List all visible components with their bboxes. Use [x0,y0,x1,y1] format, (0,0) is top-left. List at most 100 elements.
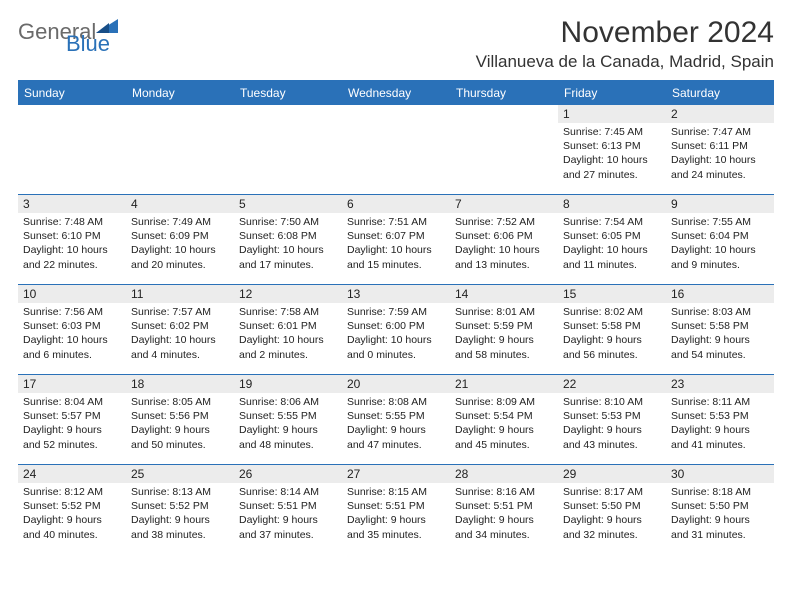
day-number: 8 [558,195,666,213]
calendar-day-cell: 8Sunrise: 7:54 AMSunset: 6:05 PMDaylight… [558,195,666,285]
sunset-text: Sunset: 6:03 PM [23,319,121,333]
logo-text-blue: Blue [66,31,110,56]
daylight-text-2: and 32 minutes. [563,528,661,542]
daylight-text-1: Daylight: 9 hours [23,423,121,437]
day-details: Sunrise: 7:57 AMSunset: 6:02 PMDaylight:… [126,303,234,366]
day-details: Sunrise: 7:52 AMSunset: 6:06 PMDaylight:… [450,213,558,276]
sunrise-text: Sunrise: 7:50 AM [239,215,337,229]
calendar-day-cell: 1Sunrise: 7:45 AMSunset: 6:13 PMDaylight… [558,105,666,195]
daylight-text-2: and 11 minutes. [563,258,661,272]
calendar-body: 1Sunrise: 7:45 AMSunset: 6:13 PMDaylight… [18,105,774,555]
daylight-text-1: Daylight: 10 hours [239,243,337,257]
daylight-text-2: and 17 minutes. [239,258,337,272]
sunrise-text: Sunrise: 7:48 AM [23,215,121,229]
day-number: 24 [18,465,126,483]
day-details: Sunrise: 7:59 AMSunset: 6:00 PMDaylight:… [342,303,450,366]
sunset-text: Sunset: 6:04 PM [671,229,769,243]
calendar-day-cell: 15 Sunrise: 8:02 AMSunset: 5:58 PMDayligh… [558,285,666,375]
sunset-text: Sunset: 5:58 PM [563,319,661,333]
calendar-week-row: 24Sunrise: 8:12 AMSunset: 5:52 PMDayligh… [18,465,774,555]
sunrise-text: Sunrise: 8:09 AM [455,395,553,409]
daylight-text-2: and 4 minutes. [131,348,229,362]
day-details: Sunrise: 8:16 AMSunset: 5:51 PMDaylight:… [450,483,558,546]
calendar-day-cell: 17Sunrise: 8:04 AMSunset: 5:57 PMDayligh… [18,375,126,465]
daylight-text-1: Daylight: 9 hours [563,423,661,437]
day-number: 10 [18,285,126,303]
day-number: 11 [126,285,234,303]
sunset-text: Sunset: 5:50 PM [563,499,661,513]
weekday-header: Wednesday [342,81,450,105]
day-number: 27 [342,465,450,483]
day-number: 19 [234,375,342,393]
calendar-day-cell: 4Sunrise: 7:49 AMSunset: 6:09 PMDaylight… [126,195,234,285]
daylight-text-2: and 56 minutes. [563,348,661,362]
sunrise-text: Sunrise: 8:18 AM [671,485,769,499]
sunset-text: Sunset: 5:59 PM [455,319,553,333]
calendar-day-cell [342,105,450,195]
logo: GeneralBlue [18,16,118,63]
calendar-day-cell: 13Sunrise: 7:59 AMSunset: 6:00 PMDayligh… [342,285,450,375]
day-number: 25 [126,465,234,483]
sunset-text: Sunset: 6:09 PM [131,229,229,243]
daylight-text-2: and 34 minutes. [455,528,553,542]
calendar-day-cell: 26Sunrise: 8:14 AMSunset: 5:51 PMDayligh… [234,465,342,555]
daylight-text-1: Daylight: 9 hours [455,333,553,347]
day-details: Sunrise: 8:11 AMSunset: 5:53 PMDaylight:… [666,393,774,456]
daylight-text-2: and 58 minutes. [455,348,553,362]
sunset-text: Sunset: 5:55 PM [239,409,337,423]
day-number: 23 [666,375,774,393]
sunrise-text: Sunrise: 7:52 AM [455,215,553,229]
calendar-week-row: 17Sunrise: 8:04 AMSunset: 5:57 PMDayligh… [18,375,774,465]
daylight-text-1: Daylight: 9 hours [671,333,769,347]
sunrise-text: Sunrise: 8:08 AM [347,395,445,409]
sunset-text: Sunset: 5:55 PM [347,409,445,423]
weekday-header: Saturday [666,81,774,105]
sunset-text: Sunset: 5:50 PM [671,499,769,513]
day-number: 2 [666,105,774,123]
sunrise-text: Sunrise: 8:06 AM [239,395,337,409]
sunrise-text: Sunrise: 7:54 AM [563,215,661,229]
sunset-text: Sunset: 6:06 PM [455,229,553,243]
calendar-day-cell: 10Sunrise: 7:56 AMSunset: 6:03 PMDayligh… [18,285,126,375]
day-number: 15 [558,285,666,303]
daylight-text-1: Daylight: 10 hours [131,243,229,257]
day-details: Sunrise: 7:47 AMSunset: 6:11 PMDaylight:… [666,123,774,186]
sunrise-text: Sunrise: 7:57 AM [131,305,229,319]
day-number: 17 [18,375,126,393]
daylight-text-1: Daylight: 9 hours [563,333,661,347]
daylight-text-1: Daylight: 10 hours [131,333,229,347]
sunset-text: Sunset: 6:02 PM [131,319,229,333]
daylight-text-1: Daylight: 9 hours [671,513,769,527]
calendar-day-cell: 7Sunrise: 7:52 AMSunset: 6:06 PMDaylight… [450,195,558,285]
calendar-day-cell: 29Sunrise: 8:17 AMSunset: 5:50 PMDayligh… [558,465,666,555]
sunset-text: Sunset: 6:07 PM [347,229,445,243]
sunrise-text: Sunrise: 8:05 AM [131,395,229,409]
sunset-text: Sunset: 5:51 PM [347,499,445,513]
calendar-day-cell: 5Sunrise: 7:50 AMSunset: 6:08 PMDaylight… [234,195,342,285]
daylight-text-2: and 52 minutes. [23,438,121,452]
calendar-day-cell [18,105,126,195]
title-block: November 2024 Villanueva de la Canada, M… [476,16,774,72]
daylight-text-2: and 2 minutes. [239,348,337,362]
sunrise-text: Sunrise: 7:59 AM [347,305,445,319]
day-details: Sunrise: 8:13 AMSunset: 5:52 PMDaylight:… [126,483,234,546]
day-number: 9 [666,195,774,213]
day-details: Sunrise: 8:04 AMSunset: 5:57 PMDaylight:… [18,393,126,456]
day-details: Sunrise: 8:06 AMSunset: 5:55 PMDaylight:… [234,393,342,456]
day-number: 29 [558,465,666,483]
daylight-text-1: Daylight: 10 hours [347,243,445,257]
calendar-day-cell: 16Sunrise: 8:03 AMSunset: 5:58 PMDayligh… [666,285,774,375]
weekday-header: Friday [558,81,666,105]
calendar-day-cell: 9Sunrise: 7:55 AMSunset: 6:04 PMDaylight… [666,195,774,285]
calendar-day-cell: 12Sunrise: 7:58 AMSunset: 6:01 PMDayligh… [234,285,342,375]
sunset-text: Sunset: 6:08 PM [239,229,337,243]
day-number: 4 [126,195,234,213]
sunrise-text: Sunrise: 8:02 AM [563,305,661,319]
day-number: 13 [342,285,450,303]
sunrise-text: Sunrise: 7:56 AM [23,305,121,319]
daylight-text-1: Daylight: 10 hours [563,153,661,167]
daylight-text-2: and 24 minutes. [671,168,769,182]
day-number: 6 [342,195,450,213]
calendar-day-cell: 24Sunrise: 8:12 AMSunset: 5:52 PMDayligh… [18,465,126,555]
sunset-text: Sunset: 5:52 PM [23,499,121,513]
